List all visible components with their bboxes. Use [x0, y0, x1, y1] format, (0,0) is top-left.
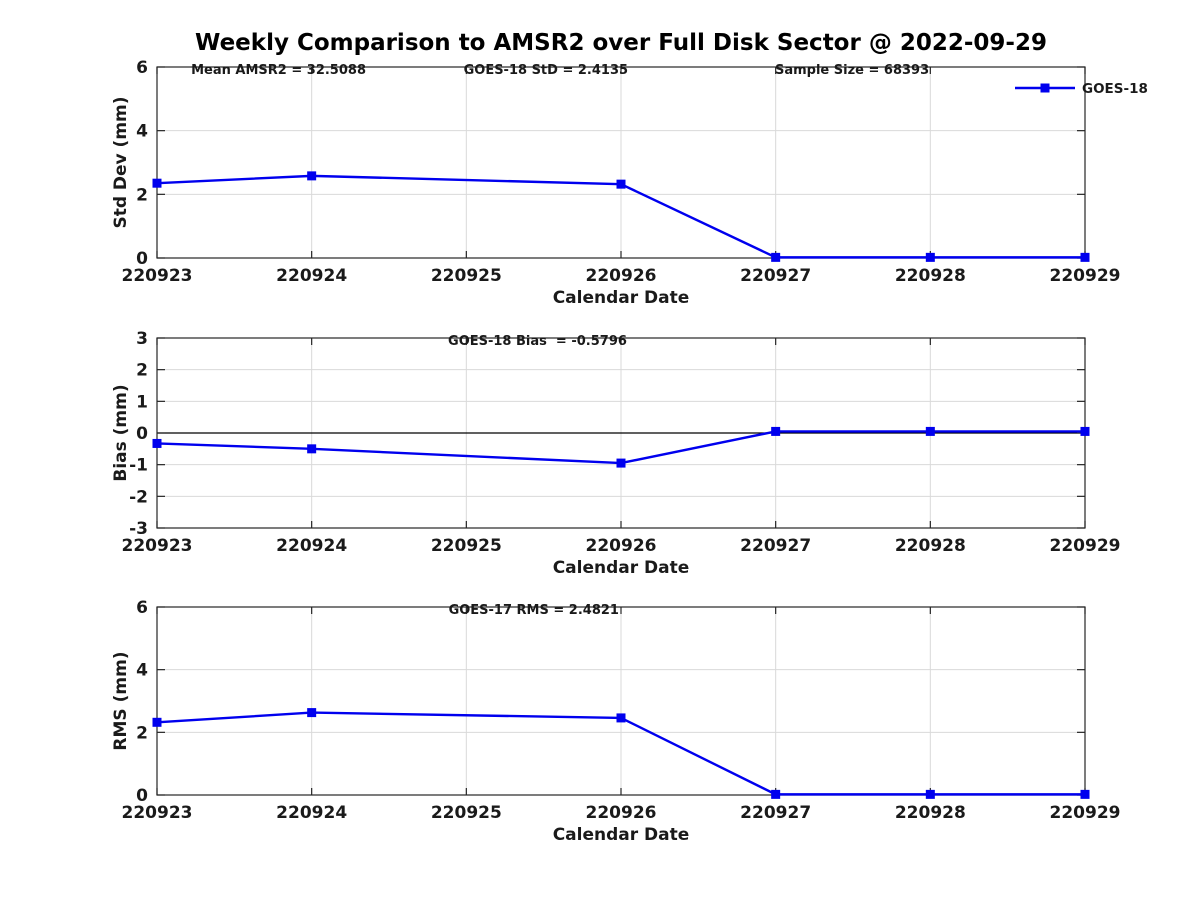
- subplot-std-dev-ytick-label: 2: [136, 185, 148, 205]
- subplot-std-dev-ytick-label: 6: [136, 58, 148, 78]
- subplot-bias-xaxis-label: Calendar Date: [553, 558, 690, 578]
- subplot-std-dev-xtick-label: 220928: [895, 266, 966, 286]
- subplot-rms-xtick-label: 220924: [276, 803, 347, 823]
- subplot-bias-xtick-label: 220926: [586, 536, 657, 556]
- subplot-bias-data-marker: [616, 458, 626, 468]
- subplot-rms-annotation: GOES-17 RMS = 2.4821: [449, 603, 619, 618]
- subplot-rms-xtick-label: 220929: [1050, 803, 1121, 823]
- subplot-std-dev-yaxis-label: Std Dev (mm): [111, 96, 131, 228]
- subplot-bias-data-marker: [1080, 426, 1090, 436]
- subplot-bias-xtick-label: 220925: [431, 536, 502, 556]
- subplot-rms-series-line: [156, 711, 1085, 796]
- subplot-rms-data-marker: [152, 717, 162, 727]
- subplot-std-dev-ytick-label: 4: [136, 122, 148, 142]
- subplot-bias-xtick-label: 220929: [1050, 536, 1121, 556]
- subplot-std-dev-xtick-label: 220924: [276, 266, 347, 286]
- subplot-rms-xtick-label: 220926: [586, 803, 657, 823]
- subplot-std-dev-annotation: Mean AMSR2 = 32.5088: [191, 63, 366, 78]
- subplot-rms-xtick-label: 220927: [740, 803, 811, 823]
- subplot-bias-data-marker: [771, 426, 781, 436]
- subplot-bias-xtick-label: 220928: [895, 536, 966, 556]
- subplot-rms-xtick-label: 220928: [895, 803, 966, 823]
- subplot-std-dev-series-line: [156, 174, 1085, 259]
- legend-label: GOES-18: [1082, 81, 1148, 97]
- subplot-std-dev-xtick-label: 220929: [1050, 266, 1121, 286]
- subplot-rms-data-marker: [771, 789, 781, 799]
- subplot-bias-ytick-label: -2: [129, 487, 148, 507]
- subplot-std-dev-data-marker: [307, 171, 317, 181]
- subplot-rms-xtick-label: 220923: [122, 803, 193, 823]
- subplot-std-dev-data-marker: [1080, 252, 1090, 262]
- subplot-bias-ytick-label: 1: [136, 392, 148, 412]
- subplot-std-dev-data-marker: [771, 252, 781, 262]
- subplot-rms-data-marker: [1080, 789, 1090, 799]
- subplot-bias-series-line: [156, 430, 1085, 465]
- subplot-bias-ytick-label: 3: [136, 329, 148, 349]
- subplot-std-dev-annotation: Sample Size = 68393: [775, 63, 929, 78]
- subplot-rms-ytick-label: 6: [136, 598, 148, 618]
- subplot-std-dev-xtick-label: 220927: [740, 266, 811, 286]
- subplot-rms-yaxis-label: RMS (mm): [111, 651, 131, 750]
- subplot-bias-data-marker: [307, 444, 317, 454]
- subplot-std-dev-xtick-label: 220926: [586, 266, 657, 286]
- subplot-std-dev-data-marker: [152, 178, 162, 188]
- figure-title: Weekly Comparison to AMSR2 over Full Dis…: [195, 30, 1047, 56]
- subplot-bias-xtick-label: 220927: [740, 536, 811, 556]
- subplot-bias-yaxis-label: Bias (mm): [111, 384, 131, 481]
- subplot-bias-ytick-label: -1: [129, 456, 148, 476]
- subplot-rms-data-marker: [925, 789, 935, 799]
- subplot-std-dev-data-marker: [925, 252, 935, 262]
- subplot-bias-ytick-label: -3: [129, 519, 148, 539]
- subplot-bias-data-marker: [925, 426, 935, 436]
- subplot-std-dev-xtick-label: 220923: [122, 266, 193, 286]
- subplot-bias-annotation: GOES-18 Bias = -0.5796: [448, 334, 627, 349]
- subplot-std-dev-xaxis-label: Calendar Date: [553, 288, 690, 308]
- subplot-bias-ytick-label: 2: [136, 361, 148, 381]
- subplot-bias-xtick-label: 220923: [122, 536, 193, 556]
- subplot-std-dev-xtick-label: 220925: [431, 266, 502, 286]
- subplot-rms-ytick-label: 2: [136, 723, 148, 743]
- subplot-bias-data-marker: [152, 438, 162, 448]
- subplot-rms-xaxis-label: Calendar Date: [553, 825, 690, 845]
- subplot-std-dev-ytick-label: 0: [136, 249, 148, 269]
- subplot-bias-xtick-label: 220924: [276, 536, 347, 556]
- subplot-rms-ytick-label: 4: [136, 661, 148, 681]
- subplot-rms-data-marker: [616, 713, 626, 723]
- subplot-rms-data-marker: [307, 708, 317, 718]
- subplot-std-dev-annotation: GOES-18 StD = 2.4135: [464, 63, 628, 78]
- subplot-rms-xtick-label: 220925: [431, 803, 502, 823]
- subplot-bias-ytick-label: 0: [136, 424, 148, 444]
- legend-marker-sample: [1040, 83, 1050, 93]
- subplot-rms-ytick-label: 0: [136, 786, 148, 806]
- subplot-std-dev-data-marker: [616, 179, 626, 189]
